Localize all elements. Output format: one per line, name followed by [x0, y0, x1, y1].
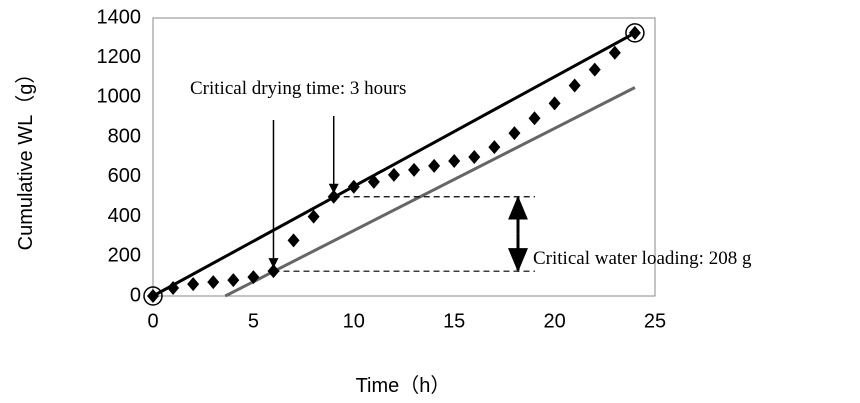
data-point [408, 162, 421, 177]
data-point [287, 233, 300, 248]
x-tick-label: 25 [644, 310, 666, 332]
data-point [468, 150, 481, 164]
x-tick-label: 10 [343, 310, 365, 332]
data-point [167, 281, 180, 296]
y-tick-label: 0 [130, 284, 141, 306]
annotation: Critical water loading: 208 g [533, 248, 752, 269]
y-tick-label: 400 [108, 205, 141, 227]
data-point [247, 270, 260, 285]
y-tick-label: 200 [108, 245, 141, 267]
plot-frame [152, 17, 656, 297]
data-point [568, 78, 581, 93]
data-point [588, 62, 601, 77]
y-tick-label: 1200 [97, 46, 142, 68]
data-point [608, 45, 621, 60]
y-tick-label: 800 [108, 125, 141, 147]
data-point [488, 140, 501, 155]
x-tick-label: 20 [543, 310, 565, 332]
y-tick-label: 1000 [97, 86, 142, 108]
y-tick-label: 600 [108, 165, 141, 187]
annotation: Critical drying time: 3 hours [190, 78, 406, 99]
data-point [528, 111, 541, 126]
data-point [508, 126, 521, 141]
data-point [628, 25, 641, 40]
end-marker [143, 286, 163, 306]
trend-line [224, 86, 636, 298]
x-tick-label: 5 [248, 310, 259, 332]
data-point [227, 273, 240, 288]
data-point [347, 179, 360, 194]
data-point [307, 209, 320, 224]
data-point [548, 96, 561, 111]
data-point [387, 167, 400, 182]
y-axis-label: Cumulative WL（g） [14, 64, 37, 251]
trend-line [152, 31, 636, 298]
data-point [147, 289, 159, 303]
data-point [428, 158, 441, 173]
data-point [367, 174, 380, 189]
x-axis-label: Time（h） [356, 374, 451, 397]
x-tick-label: 0 [147, 310, 158, 332]
data-point [207, 275, 220, 290]
x-tick-label: 15 [443, 310, 465, 332]
data-point [448, 153, 461, 168]
y-tick-label: 1400 [97, 6, 142, 28]
data-point [187, 277, 200, 292]
end-marker [625, 23, 645, 43]
